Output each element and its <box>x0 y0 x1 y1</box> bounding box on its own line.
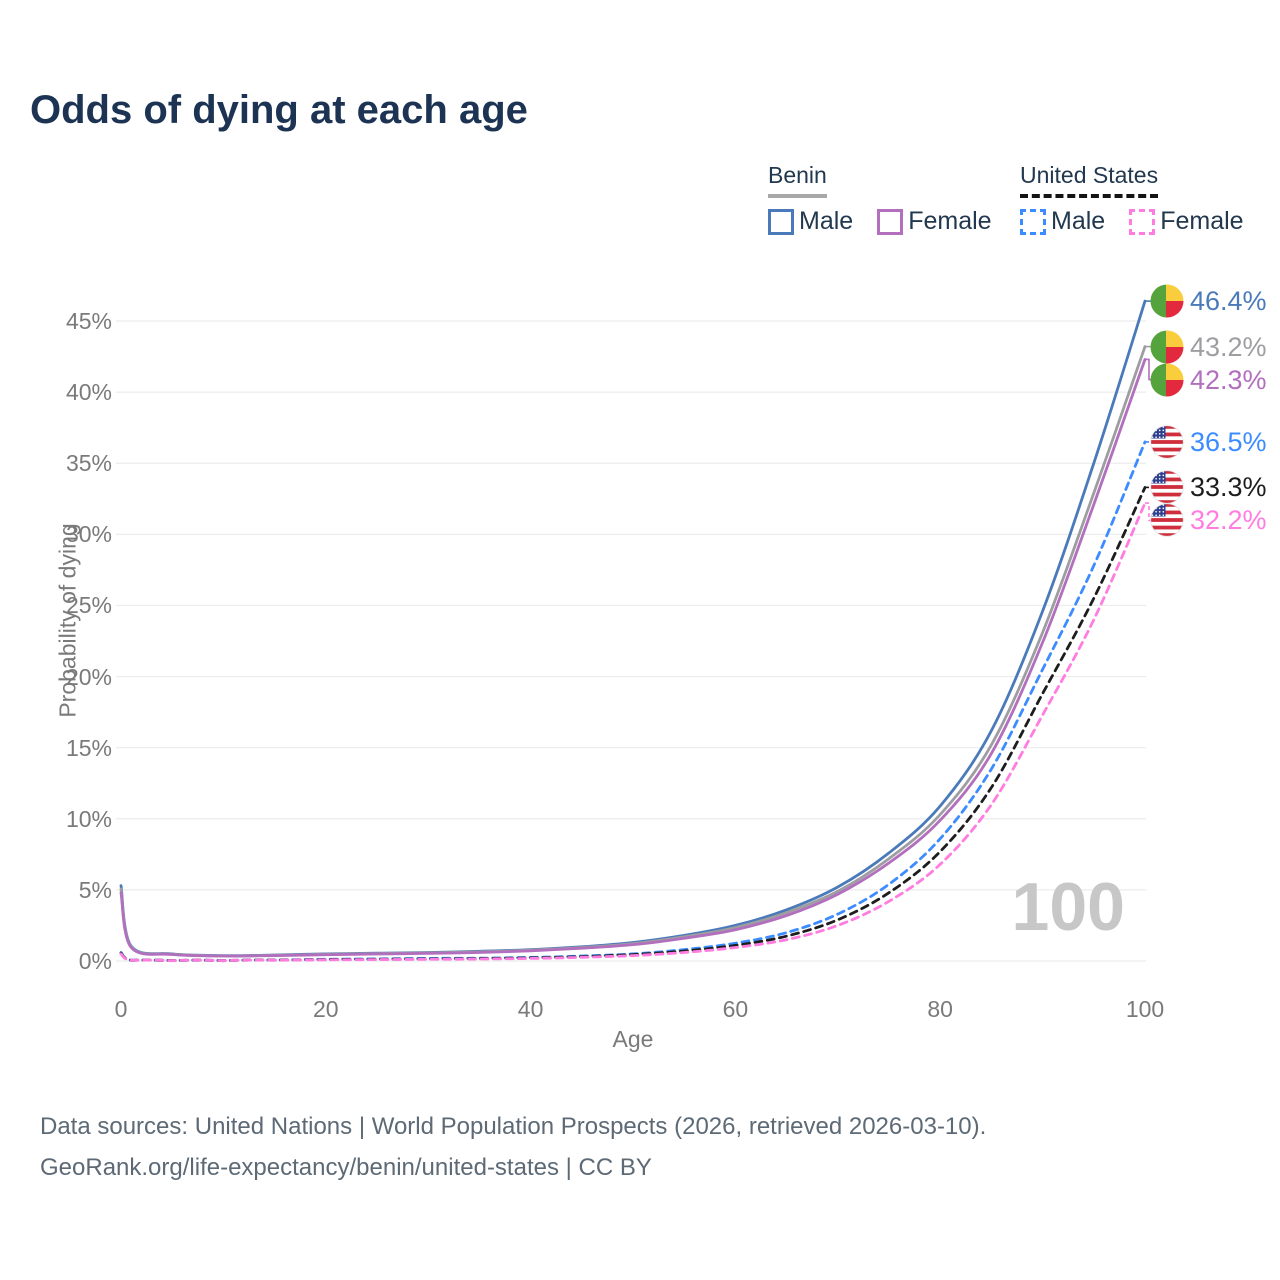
y-tick-label: 35% <box>65 450 112 477</box>
y-tick-label: 25% <box>65 592 112 619</box>
end-label-value: 32.2% <box>1190 505 1267 536</box>
age-counter-watermark: 100 <box>1011 869 1125 945</box>
us-female-swatch-icon <box>1129 208 1156 235</box>
legend-group-united-states: United States Male Female <box>1020 162 1244 236</box>
end-label-row: 46.4% <box>1150 284 1267 318</box>
legend-us-header: United States <box>1020 162 1159 198</box>
x-tick-label: 60 <box>722 996 749 1022</box>
y-tick-label: 45% <box>65 308 112 334</box>
end-label-value: 43.2% <box>1190 331 1267 362</box>
legend-group-benin: Benin Male Female <box>768 162 992 236</box>
legend-item-us-female[interactable]: Female <box>1129 207 1244 236</box>
us-flag-icon <box>1150 470 1184 505</box>
y-tick-label: 30% <box>65 521 112 548</box>
benin-flag-icon <box>1150 363 1184 397</box>
legend-item-benin-male[interactable]: Male <box>768 207 853 236</box>
end-label-row: 32.2% <box>1150 503 1267 538</box>
y-tick-label: 15% <box>65 734 112 761</box>
end-label-value: 42.3% <box>1190 364 1267 395</box>
end-label-value: 46.4% <box>1190 286 1267 317</box>
us-flag-icon <box>1150 503 1184 538</box>
legend-label: Male <box>799 207 854 235</box>
end-label-row: 33.3% <box>1150 470 1267 505</box>
x-axis-title: Age <box>612 1026 654 1052</box>
y-tick-label: 10% <box>65 805 112 832</box>
legend-label: Female <box>908 207 992 235</box>
us-flag-icon <box>1150 425 1184 459</box>
x-tick-label: 40 <box>517 996 544 1022</box>
end-label-value: 36.5% <box>1190 427 1267 457</box>
benin-flag-icon <box>1150 284 1184 318</box>
x-tick-label: 100 <box>1125 996 1165 1022</box>
legend-item-benin-female[interactable]: Female <box>877 207 992 236</box>
license-line: GeoRank.org/life-expectancy/benin/united… <box>40 1154 652 1181</box>
x-tick-label: 20 <box>313 996 339 1022</box>
end-label-row: 36.5% <box>1150 425 1267 459</box>
benin-female-swatch-icon <box>877 208 904 235</box>
y-tick-label: 0% <box>78 948 112 974</box>
benin-male-swatch-icon <box>768 208 794 235</box>
end-label-row: 43.2% <box>1150 330 1267 364</box>
y-tick-label: 40% <box>65 379 112 406</box>
series-line-benin-both <box>119 345 1147 958</box>
legend-benin-header: Benin <box>768 162 827 198</box>
series-line-benin-female <box>119 358 1147 958</box>
end-label-value: 33.3% <box>1190 472 1267 503</box>
legend-label: Female <box>1160 207 1244 235</box>
legend-item-us-male[interactable]: Male <box>1020 207 1105 236</box>
series-line-benin-male <box>119 299 1147 958</box>
page-title: Odds of dying at each age <box>30 88 528 132</box>
legend-label: Male <box>1051 207 1106 235</box>
y-tick-label: 20% <box>65 663 112 690</box>
x-tick-label: 80 <box>927 996 953 1022</box>
benin-flag-icon <box>1150 330 1184 364</box>
data-sources-line: Data sources: United Nations | World Pop… <box>40 1113 987 1140</box>
end-label-row: 42.3% <box>1150 363 1267 397</box>
x-tick-label: 0 <box>114 996 128 1022</box>
us-male-swatch-icon <box>1020 208 1046 235</box>
source-attribution: Data sources: United Nations | World Pop… <box>40 1106 986 1188</box>
y-tick-label: 5% <box>78 876 112 903</box>
